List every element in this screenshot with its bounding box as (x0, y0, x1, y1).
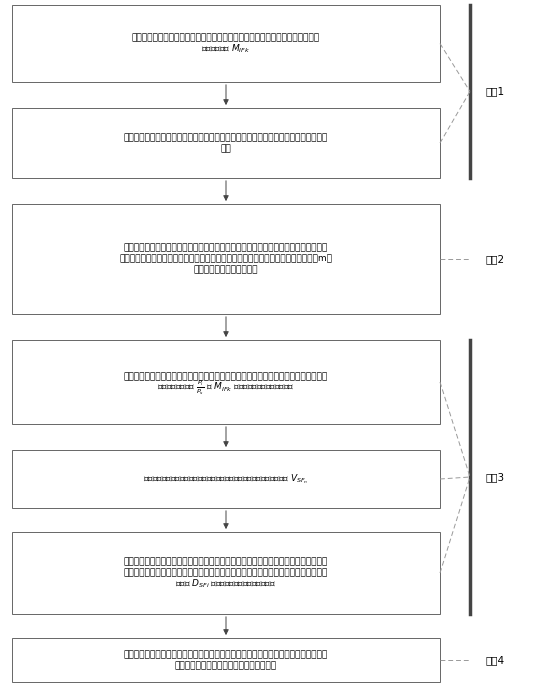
Text: 计算动态无功补偿装置对交直流系统的无功支撑能力，即电压稳定性因子 $V_{SF_n}$: 计算动态无功补偿装置对交直流系统的无功支撑能力，即电压稳定性因子 $V_{SF_… (143, 472, 309, 486)
Text: 以耦合紧密的多馈入直流输电线路为中心点，计算辐射范围内节点距离直流逆变侧交流: 以耦合紧密的多馈入直流输电线路为中心点，计算辐射范围内节点距离直流逆变侧交流 (124, 243, 328, 252)
Bar (12, 450, 440, 508)
Bar (12, 108, 440, 178)
Text: 通过判别多馈入直流间交互作用因子是否大于某一临界值，得出同时换相失败风险较高: 通过判别多馈入直流间交互作用因子是否大于某一临界值，得出同时换相失败风险较高 (124, 133, 328, 142)
Text: 密、大容量直流换相失败对系统影响，因此将直流换相失败权重与电压稳定性因子的乘: 密、大容量直流换相失败对系统影响，因此将直流换相失败权重与电压稳定性因子的乘 (124, 568, 328, 577)
Text: 依据多馈入交互作用因子反映直流间相互影响，考虑同时换相失败对系统安全性贡献，: 依据多馈入交互作用因子反映直流间相互影响，考虑同时换相失败对系统安全性贡献， (124, 372, 328, 381)
Bar (12, 204, 440, 314)
Text: 节点可作为动态无功补偿点: 节点可作为动态无功补偿点 (194, 265, 258, 274)
Bar (12, 638, 440, 682)
Text: 获取基础方式数据，确定多馈入直流系统同自阻抗与互阻抗，求解多馈入直流间: 获取基础方式数据，确定多馈入直流系统同自阻抗与互阻抗，求解多馈入直流间 (132, 34, 320, 43)
Text: 直流: 直流 (220, 144, 232, 153)
Text: 步骤1: 步骤1 (486, 87, 505, 96)
Bar (12, 532, 440, 614)
Text: 步骤2: 步骤2 (486, 254, 505, 264)
Text: 积加权 $D_{SFi}$ 表征动态无功补偿装置布点效果: 积加权 $D_{SFi}$ 表征动态无功补偿装置布点效果 (176, 578, 276, 590)
Bar (12, 5, 440, 82)
Text: 由于电压稳定性因子指标未考虑多馈入直流系统直流间相互耦合程度，也未涉及耦合紧: 由于电压稳定性因子指标未考虑多馈入直流系统直流间相互耦合程度，也未涉及耦合紧 (124, 557, 328, 566)
Text: 交互作用因子 $M_{IFk}$: 交互作用因子 $M_{IFk}$ (202, 43, 250, 55)
Text: 步骤3: 步骤3 (486, 472, 505, 482)
Text: 定补偿台数，直到达到设定安装补偿容量。: 定补偿台数，直到达到设定安装补偿容量。 (175, 661, 277, 670)
Text: 定义直流功率比值 $\frac{P_i}{P_s}$ 与 $M_{IFk}$ 乘积为该条直流换相失败权重: 定义直流功率比值 $\frac{P_i}{P_s}$ 与 $M_{IFk}$ 乘… (157, 378, 295, 397)
Text: 母线平均电气距离，以平均电气距离小于某门槛值的站点划定补偿区域，区域内共计m个: 母线平均电气距离，以平均电气距离小于某门槛值的站点划定补偿区域，区域内共计m个 (120, 254, 332, 263)
Text: 步骤4: 步骤4 (486, 655, 505, 665)
Bar (12, 340, 440, 424)
Text: 换相失败灵敏度因子排序首位站点作为动态无功安装点，根据节点无功补偿容量上限确: 换相失败灵敏度因子排序首位站点作为动态无功安装点，根据节点无功补偿容量上限确 (124, 650, 328, 659)
